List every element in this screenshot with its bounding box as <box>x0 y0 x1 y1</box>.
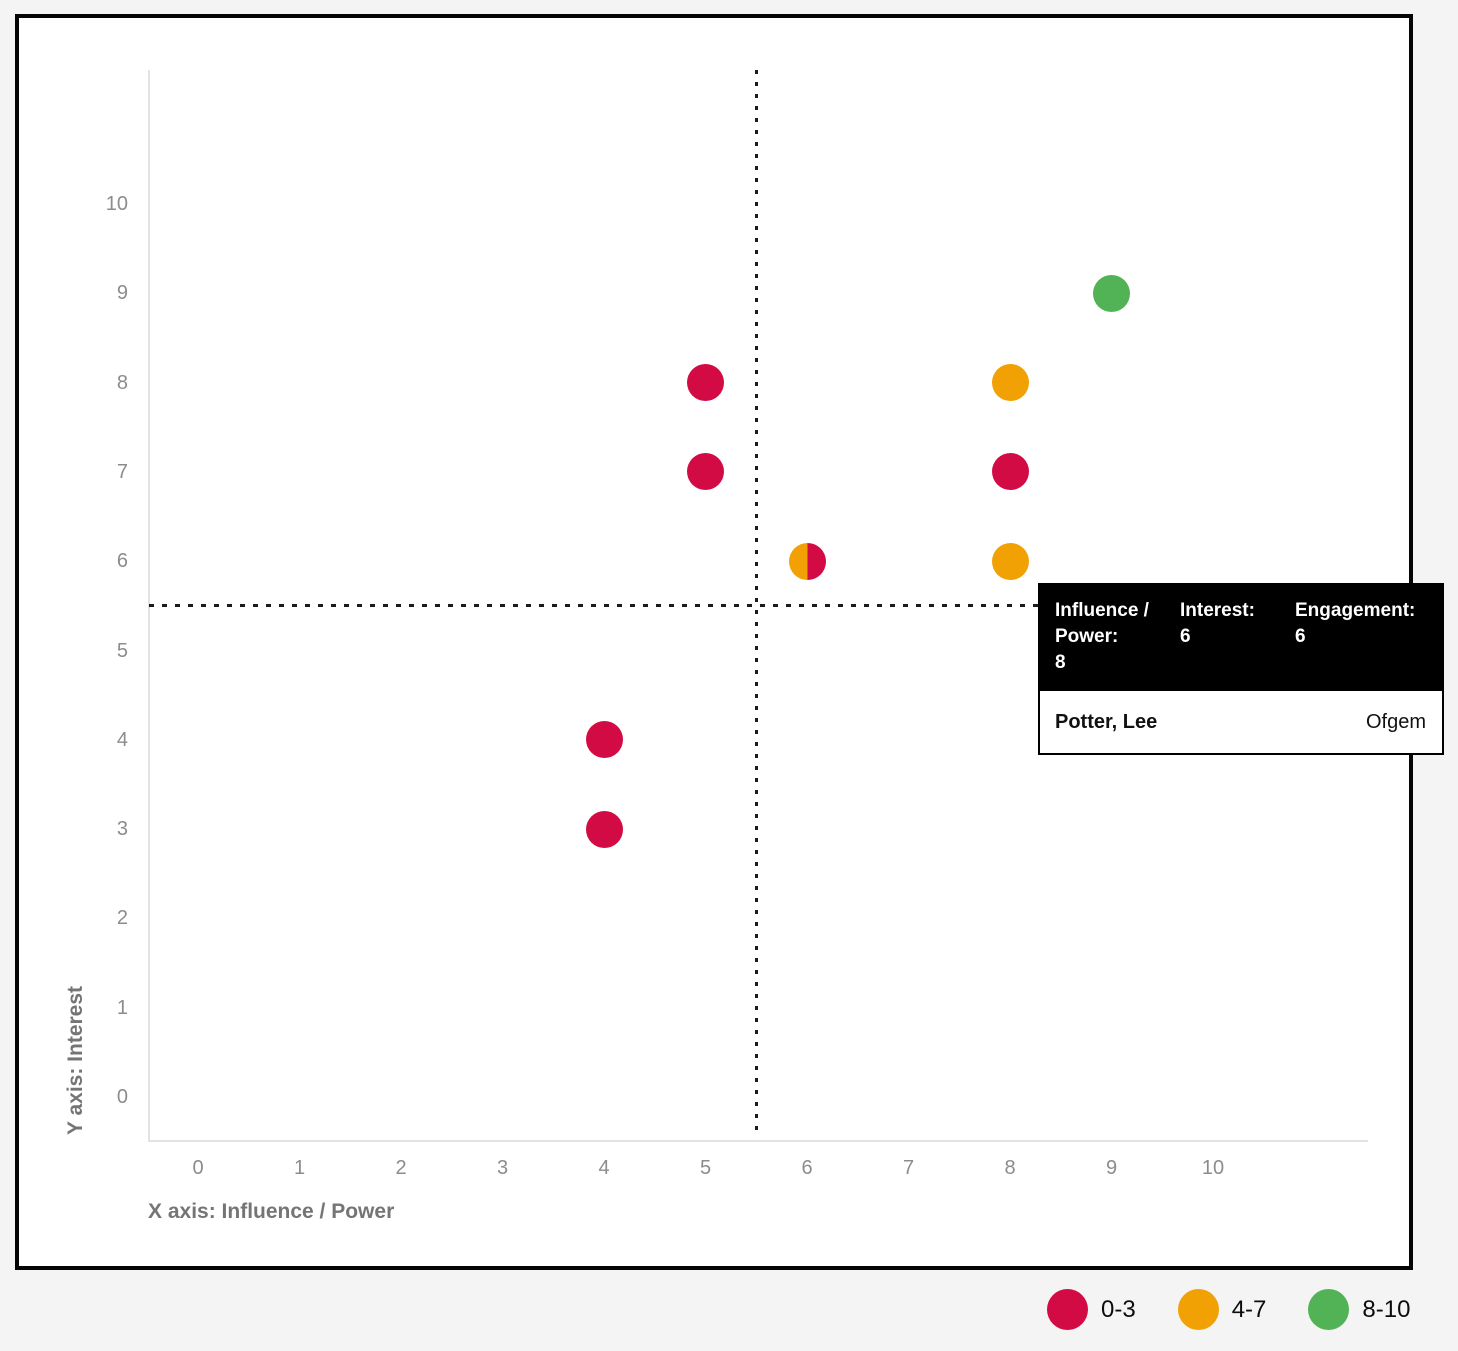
tooltip-interest-value: 6 <box>1180 626 1191 647</box>
quadrant-divider-vertical <box>754 70 758 1136</box>
x-tick-label: 5 <box>699 1157 712 1179</box>
legend-swatch-icon <box>1308 1289 1350 1330</box>
x-tick-label: 1 <box>293 1157 306 1179</box>
x-tick-label: 2 <box>395 1157 407 1179</box>
legend-label: 4-7 <box>1231 1295 1267 1323</box>
x-axis-title: X axis: Influence / Power <box>148 1200 395 1223</box>
tooltip: Influence / Power: 8 Interest: 6 Engagem… <box>1038 583 1444 755</box>
legend-swatch-icon <box>1177 1289 1219 1330</box>
data-point[interactable] <box>687 453 724 491</box>
y-tick-label: 2 <box>116 907 128 930</box>
x-tick-label: 7 <box>902 1157 915 1179</box>
legend-item-8-10[interactable]: 8-10 <box>1308 1289 1410 1330</box>
legend: 0-3 4-7 8-10 <box>1047 1289 1410 1330</box>
x-tick-label: 3 <box>496 1157 509 1179</box>
x-axis-line <box>148 1140 1368 1142</box>
tooltip-interest-label: Interest: <box>1180 600 1255 621</box>
tooltip-influence-value: 8 <box>1055 652 1066 673</box>
y-tick-label: 4 <box>116 728 128 751</box>
x-tick-label: 10 <box>1201 1157 1225 1179</box>
tooltip-influence-label: Influence / Power: <box>1055 600 1149 647</box>
x-tick-label: 6 <box>801 1157 813 1179</box>
data-point[interactable] <box>991 542 1029 580</box>
data-point[interactable] <box>991 453 1029 491</box>
data-point[interactable] <box>991 364 1029 402</box>
y-tick-label: 0 <box>116 1086 128 1108</box>
x-tick-label: 8 <box>1004 1157 1016 1179</box>
data-point[interactable] <box>1093 274 1130 312</box>
legend-item-0-3[interactable]: 0-3 <box>1047 1289 1136 1330</box>
quadrant-divider-horizontal <box>149 604 1367 608</box>
data-point[interactable] <box>687 364 724 402</box>
tooltip-body: Potter, Lee Ofgem <box>1040 691 1442 753</box>
data-point[interactable] <box>585 721 623 759</box>
y-tick-label: 9 <box>116 282 128 305</box>
x-tick-label: 9 <box>1105 1157 1118 1179</box>
legend-label: 0-3 <box>1101 1295 1136 1323</box>
legend-swatch-icon <box>1047 1289 1088 1330</box>
x-tick-label: 0 <box>192 1157 204 1179</box>
data-point[interactable] <box>788 542 826 580</box>
tooltip-influence-cell: Influence / Power: 8 <box>1055 598 1180 676</box>
tooltip-engagement-value: 6 <box>1295 626 1306 647</box>
x-tick-label: 4 <box>598 1157 610 1179</box>
y-tick-label: 7 <box>116 460 128 483</box>
tooltip-stakeholder-name: Potter, Lee <box>1055 710 1158 733</box>
y-tick-label: 1 <box>116 996 128 1019</box>
tooltip-organisation: Ofgem <box>1365 710 1426 733</box>
y-tick-label: 3 <box>116 818 128 841</box>
y-tick-label: 5 <box>116 639 128 662</box>
data-point[interactable] <box>585 810 623 848</box>
legend-item-4-7[interactable]: 4-7 <box>1177 1289 1267 1330</box>
legend-label: 8-10 <box>1362 1295 1411 1323</box>
tooltip-header: Influence / Power: 8 Interest: 6 Engagem… <box>1040 585 1442 691</box>
tooltip-engagement-label: Engagement: <box>1295 600 1416 621</box>
y-axis-title: Y axis: Interest <box>64 985 87 1135</box>
y-tick-label: 10 <box>105 193 128 215</box>
tooltip-engagement-cell: Engagement: 6 <box>1295 598 1445 676</box>
y-tick-label: 6 <box>116 550 128 573</box>
y-tick-label: 8 <box>116 371 128 394</box>
tooltip-interest-cell: Interest: 6 <box>1180 598 1295 676</box>
